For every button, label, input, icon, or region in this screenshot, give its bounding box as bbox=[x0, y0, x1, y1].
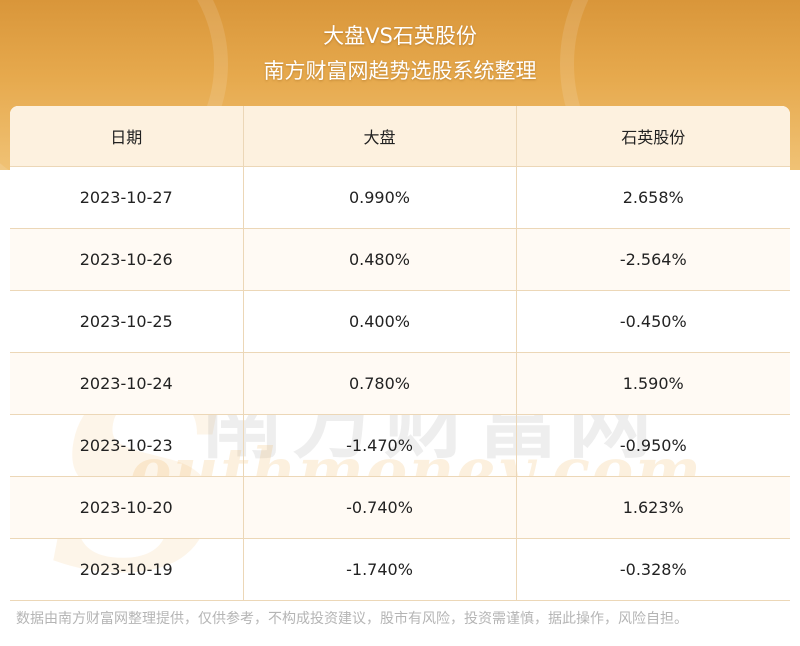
table-row: 2023-10-20 -0.740% 1.623% bbox=[10, 476, 790, 539]
column-header-stock: 石英股份 bbox=[516, 106, 790, 167]
disclaimer-footer: 数据由南方财富网整理提供，仅供参考，不构成投资建议，股市有风险，投资需谨慎，据此… bbox=[0, 602, 800, 646]
stock-cell: -0.450% bbox=[516, 290, 790, 353]
stock-cell: -0.950% bbox=[516, 414, 790, 477]
table-row: 2023-10-27 0.990% 2.658% bbox=[10, 166, 790, 229]
date-cell: 2023-10-20 bbox=[10, 476, 244, 539]
date-cell: 2023-10-24 bbox=[10, 352, 244, 415]
stock-cell: -0.328% bbox=[516, 538, 790, 601]
date-cell: 2023-10-19 bbox=[10, 538, 244, 601]
table-row: 2023-10-26 0.480% -2.564% bbox=[10, 228, 790, 291]
stock-cell: -2.564% bbox=[516, 228, 790, 291]
table-row: 2023-10-25 0.400% -0.450% bbox=[10, 290, 790, 353]
market-cell: 0.780% bbox=[243, 352, 517, 415]
market-cell: -1.740% bbox=[243, 538, 517, 601]
table-row: 2023-10-19 -1.740% -0.328% bbox=[10, 538, 790, 601]
table-header-row: 日期 大盘 石英股份 bbox=[10, 106, 790, 167]
comparison-table: 日期 大盘 石英股份 2023-10-27 0.990% 2.658% 2023… bbox=[10, 106, 790, 601]
market-cell: -0.740% bbox=[243, 476, 517, 539]
date-cell: 2023-10-27 bbox=[10, 166, 244, 229]
market-cell: 0.990% bbox=[243, 166, 517, 229]
stock-cell: 1.590% bbox=[516, 352, 790, 415]
column-header-market: 大盘 bbox=[243, 106, 517, 167]
column-header-date: 日期 bbox=[10, 106, 244, 167]
stock-cell: 1.623% bbox=[516, 476, 790, 539]
page-title: 大盘VS石英股份 bbox=[323, 24, 477, 48]
table-row: 2023-10-24 0.780% 1.590% bbox=[10, 352, 790, 415]
market-cell: 0.480% bbox=[243, 228, 517, 291]
page-subtitle: 南方财富网趋势选股系统整理 bbox=[263, 59, 537, 83]
data-card: S 南方财富网 outhmoney.com 日期 大盘 石英股份 2023-10… bbox=[10, 106, 790, 602]
table-row: 2023-10-23 -1.470% -0.950% bbox=[10, 414, 790, 477]
stock-cell: 2.658% bbox=[516, 166, 790, 229]
date-cell: 2023-10-23 bbox=[10, 414, 244, 477]
market-cell: 0.400% bbox=[243, 290, 517, 353]
date-cell: 2023-10-26 bbox=[10, 228, 244, 291]
market-cell: -1.470% bbox=[243, 414, 517, 477]
date-cell: 2023-10-25 bbox=[10, 290, 244, 353]
